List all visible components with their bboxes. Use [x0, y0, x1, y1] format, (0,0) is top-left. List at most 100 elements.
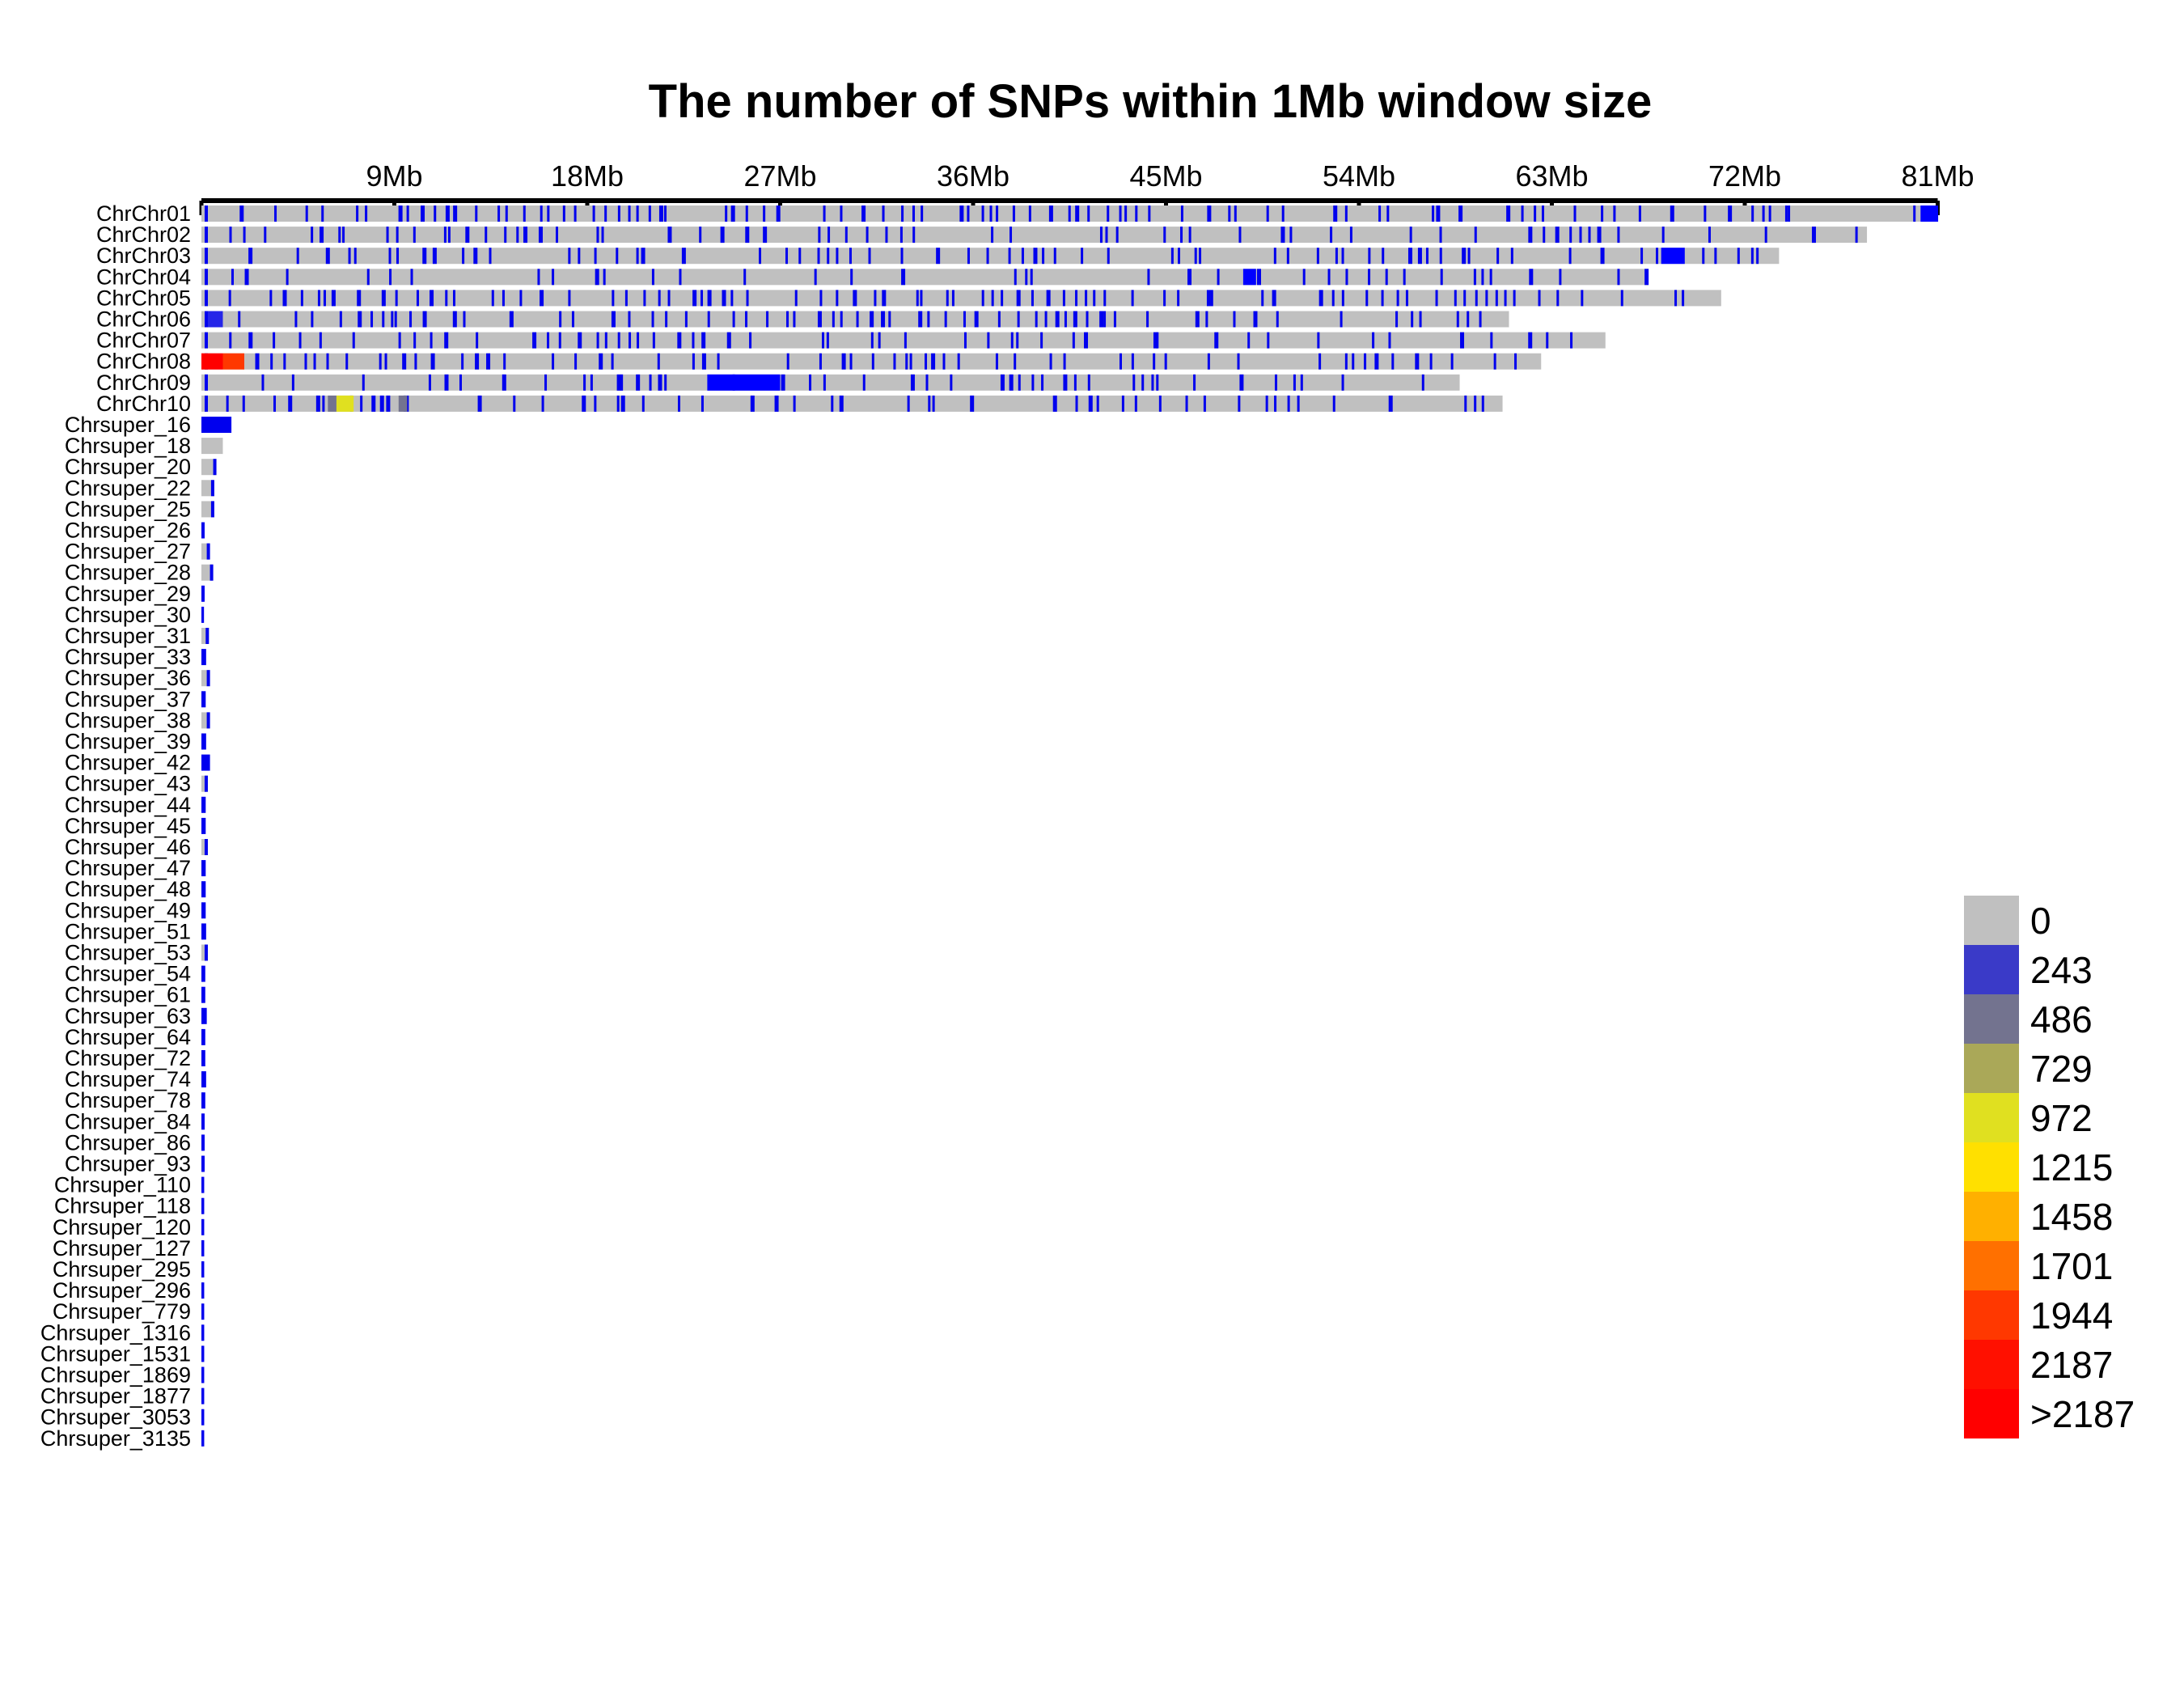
snp-window — [1075, 290, 1078, 307]
snp-window — [918, 311, 923, 328]
snp-window — [1528, 332, 1533, 349]
snp-window — [882, 205, 885, 222]
snp-window — [1124, 205, 1128, 222]
snp-window — [1855, 227, 1858, 244]
snp-window — [888, 311, 891, 328]
snp-window — [1317, 332, 1320, 349]
snp-window — [1640, 248, 1644, 265]
snp-window — [205, 395, 208, 412]
legend-label: 243 — [2030, 949, 2093, 991]
legend-swatch — [1964, 1093, 2019, 1142]
chromosome-label: Chrsuper_48 — [65, 877, 191, 901]
chromosome-row: Chrsuper_29 — [65, 582, 205, 606]
chromosome-label: ChrChr07 — [96, 328, 191, 353]
snp-window — [1341, 248, 1344, 265]
snp-window — [574, 205, 577, 222]
snp-window — [205, 269, 208, 286]
chromosome-row: Chrsuper_72 — [65, 1046, 205, 1070]
snp-window — [1107, 205, 1110, 222]
snp-window — [1429, 353, 1433, 370]
snp-window — [273, 332, 276, 349]
snp-window — [730, 205, 735, 222]
snp-window — [1388, 332, 1391, 349]
snp-window — [1613, 205, 1616, 222]
snp-window — [1601, 205, 1604, 222]
snp-window — [504, 227, 507, 244]
snp-window — [1021, 248, 1024, 265]
snp-window — [300, 290, 303, 307]
snp-window — [505, 205, 508, 222]
snp-window — [1001, 290, 1004, 307]
snp-window — [1273, 248, 1276, 265]
snp-window — [382, 311, 385, 328]
chromosome-label: Chrsuper_127 — [53, 1236, 191, 1260]
snp-window — [1788, 205, 1791, 222]
snp-window — [963, 311, 966, 328]
snp-window — [1228, 205, 1231, 222]
chromosome-row: Chrsuper_127 — [53, 1236, 205, 1260]
snp-window — [1195, 311, 1200, 328]
snp-window — [959, 205, 964, 222]
snp-window — [1318, 353, 1322, 370]
snp-window — [900, 248, 904, 265]
snp-window — [201, 606, 205, 623]
chromosome-bar — [201, 670, 210, 687]
snp-window — [611, 353, 614, 370]
snp-window — [578, 248, 581, 265]
snp-window — [298, 332, 302, 349]
snp-window — [1913, 205, 1916, 222]
snp-window — [1481, 395, 1484, 412]
snp-window — [1708, 227, 1711, 244]
snp-window — [722, 290, 726, 307]
snp-window — [1207, 205, 1212, 222]
chromosome-bar — [201, 332, 1606, 349]
snp-window — [1055, 311, 1060, 328]
legend-swatch — [1964, 1340, 2019, 1389]
snp-window — [571, 311, 574, 328]
snp-window — [658, 205, 663, 222]
snp-window — [1340, 311, 1343, 328]
snp-window — [1119, 205, 1122, 222]
snp-window — [229, 227, 232, 244]
snp-window — [541, 395, 544, 412]
chromosome-label: Chrsuper_20 — [65, 455, 191, 479]
snp-window — [912, 205, 915, 222]
chromosome-label: Chrsuper_295 — [53, 1257, 191, 1282]
snp-window-high — [207, 311, 223, 328]
snp-window — [1419, 311, 1422, 328]
snp-window — [443, 227, 447, 244]
chromosome-label: Chrsuper_3053 — [40, 1405, 191, 1430]
snp-window — [1496, 248, 1500, 265]
snp-window — [544, 374, 548, 391]
snp-window — [1105, 227, 1108, 244]
snp-window — [288, 395, 293, 412]
chromosome-label: Chrsuper_51 — [65, 919, 191, 943]
snp-window — [1297, 395, 1300, 412]
snp-window — [304, 353, 307, 370]
snp-window — [1573, 205, 1577, 222]
snp-window — [942, 353, 946, 370]
snp-window — [210, 480, 214, 497]
snp-window — [1217, 269, 1220, 286]
snp-window — [205, 374, 208, 391]
snp-window — [624, 290, 628, 307]
snp-window — [381, 290, 386, 307]
snp-window-high — [328, 395, 336, 412]
snp-window — [1170, 248, 1174, 265]
snp-window — [1131, 290, 1134, 307]
snp-window — [1177, 248, 1180, 265]
snp-window — [1570, 332, 1573, 349]
snp-window — [819, 353, 822, 370]
snp-window — [997, 311, 1001, 328]
snp-window — [628, 311, 631, 328]
snp-window — [547, 332, 550, 349]
snp-window — [822, 332, 825, 349]
snp-window — [701, 353, 706, 370]
snp-window — [925, 374, 929, 391]
snp-window — [486, 353, 491, 370]
snp-window — [1151, 374, 1154, 391]
snp-window — [1087, 374, 1090, 391]
snp-window — [1764, 227, 1767, 244]
snp-window — [1147, 269, 1150, 286]
snp-window — [365, 205, 368, 222]
